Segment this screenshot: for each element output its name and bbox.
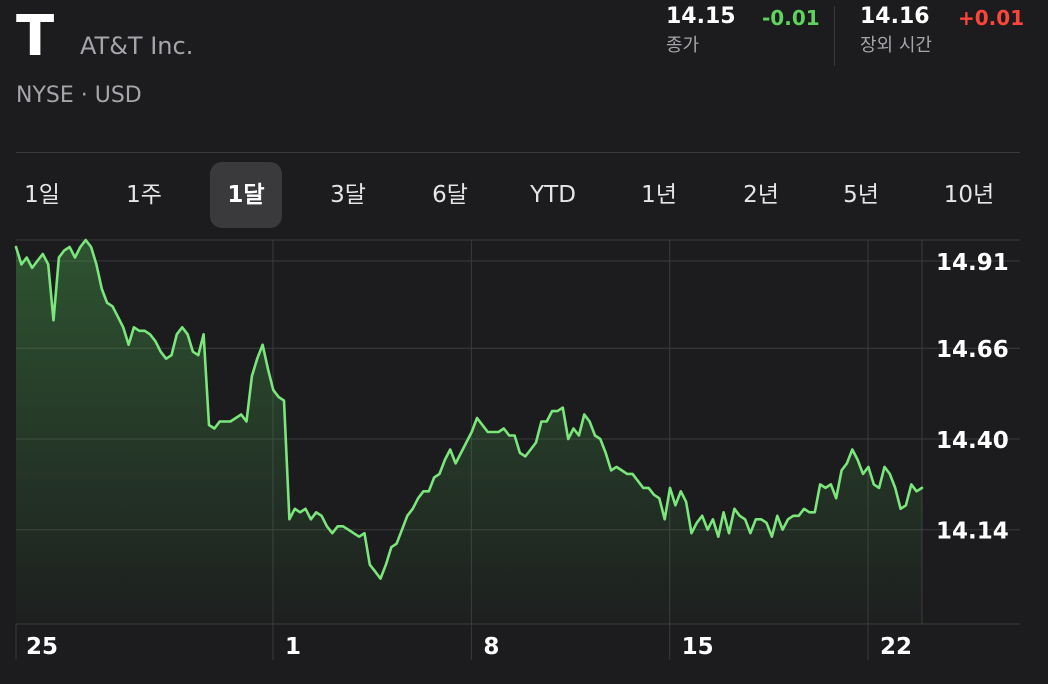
after-hours-price: 14.16: [860, 4, 930, 29]
company-name: AT&T Inc.: [80, 32, 194, 60]
area-layer: [14, 238, 924, 624]
close-label: 종가: [666, 35, 700, 56]
range-6m[interactable]: 6달: [432, 182, 468, 208]
ticker-symbol: T: [16, 4, 54, 69]
range-10y[interactable]: 10년: [943, 182, 995, 208]
price-line: [14, 238, 924, 580]
y-tick-label: 14.40: [936, 428, 1009, 454]
range-1y[interactable]: 1년: [641, 182, 677, 208]
quote-divider: [834, 6, 835, 66]
after-hours-label: 장외 시간: [860, 35, 932, 56]
y-axis-labels: 14.91 14.66 14.40 14.14: [936, 250, 1009, 545]
y-tick-label: 14.14: [936, 519, 1009, 545]
range-2y[interactable]: 2년: [743, 182, 779, 208]
price-area-fill: [16, 240, 922, 624]
range-1d[interactable]: 1일: [24, 182, 60, 208]
range-ytd[interactable]: YTD: [530, 182, 576, 208]
x-axis-labels: 25 1 8 15 22: [26, 634, 912, 660]
x-tick-label: 22: [880, 634, 912, 660]
x-tick-label: 8: [483, 634, 499, 660]
x-tick-label: 15: [682, 634, 714, 660]
x-tick-label: 25: [26, 634, 58, 660]
price-chart-svg: 14.91 14.66 14.40 14.14 25 1 8 15 22: [14, 238, 1020, 660]
y-tick-label: 14.91: [936, 250, 1009, 276]
after-hours-change: +0.01: [958, 6, 1025, 30]
range-3m[interactable]: 3달: [330, 182, 366, 208]
close-change: -0.01: [762, 6, 820, 30]
after-hours-quote: 14.16 +0.01 장외 시간: [860, 4, 1030, 57]
price-chart[interactable]: 14.91 14.66 14.40 14.14 25 1 8 15 22: [0, 238, 1048, 680]
x-tick-label: 1: [285, 634, 301, 660]
range-1w[interactable]: 1주: [126, 182, 162, 208]
close-quote: 14.15 -0.01 종가: [666, 4, 826, 57]
close-price: 14.15: [666, 4, 736, 29]
range-5y[interactable]: 5년: [843, 182, 879, 208]
range-1m[interactable]: 1달: [210, 162, 282, 228]
exchange-currency: NYSE · USD: [16, 83, 142, 108]
range-selector: 1일 1주 1달 3달 6달 YTD 1년 2년 5년 10년: [0, 162, 1048, 228]
y-tick-label: 14.66: [936, 337, 1009, 363]
header-separator: [16, 152, 1020, 153]
